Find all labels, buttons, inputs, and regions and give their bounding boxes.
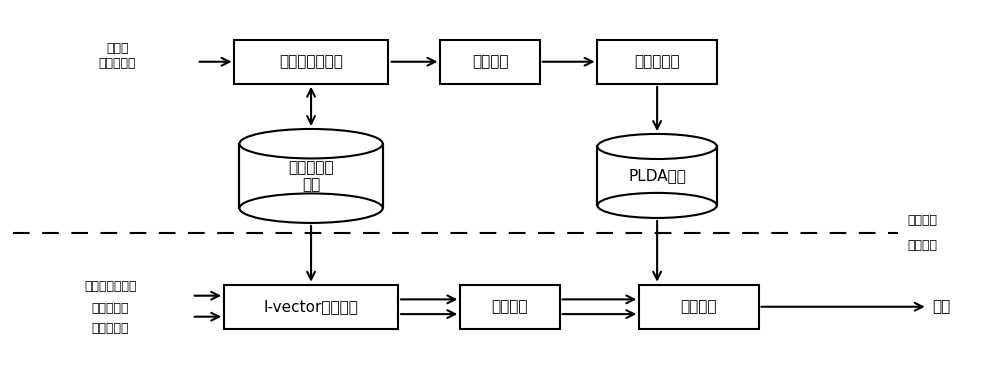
Text: 分类器训练: 分类器训练 (634, 54, 680, 69)
Text: 总变化空间
模型: 总变化空间 模型 (288, 160, 334, 192)
Text: 测试均值超矢量: 测试均值超矢量 (84, 280, 136, 293)
FancyBboxPatch shape (224, 285, 398, 329)
Text: 长度规整: 长度规整 (492, 299, 528, 314)
FancyBboxPatch shape (460, 285, 560, 329)
Text: PLDA模型: PLDA模型 (628, 168, 686, 183)
Polygon shape (597, 147, 717, 205)
Text: 长度规整: 长度规整 (472, 54, 508, 69)
Ellipse shape (597, 193, 717, 218)
Text: 训练集
均值超矢量: 训练集 均值超矢量 (98, 42, 136, 70)
FancyBboxPatch shape (639, 285, 759, 329)
Ellipse shape (597, 134, 717, 159)
Polygon shape (239, 144, 383, 208)
Text: 训练阶段: 训练阶段 (908, 214, 938, 227)
Text: 目标说话人: 目标说话人 (91, 302, 129, 315)
FancyBboxPatch shape (234, 40, 388, 84)
Ellipse shape (239, 129, 383, 159)
Text: 测试阶段: 测试阶段 (908, 239, 938, 252)
Text: 均值超矢量: 均值超矢量 (91, 322, 129, 335)
FancyBboxPatch shape (440, 40, 540, 84)
Text: 总变化空间估计: 总变化空间估计 (279, 54, 343, 69)
Text: 分数: 分数 (933, 299, 951, 314)
FancyBboxPatch shape (597, 40, 717, 84)
Text: I-vector特征提取: I-vector特征提取 (264, 299, 358, 314)
Ellipse shape (239, 193, 383, 223)
Text: 模型匹配: 模型匹配 (681, 299, 717, 314)
